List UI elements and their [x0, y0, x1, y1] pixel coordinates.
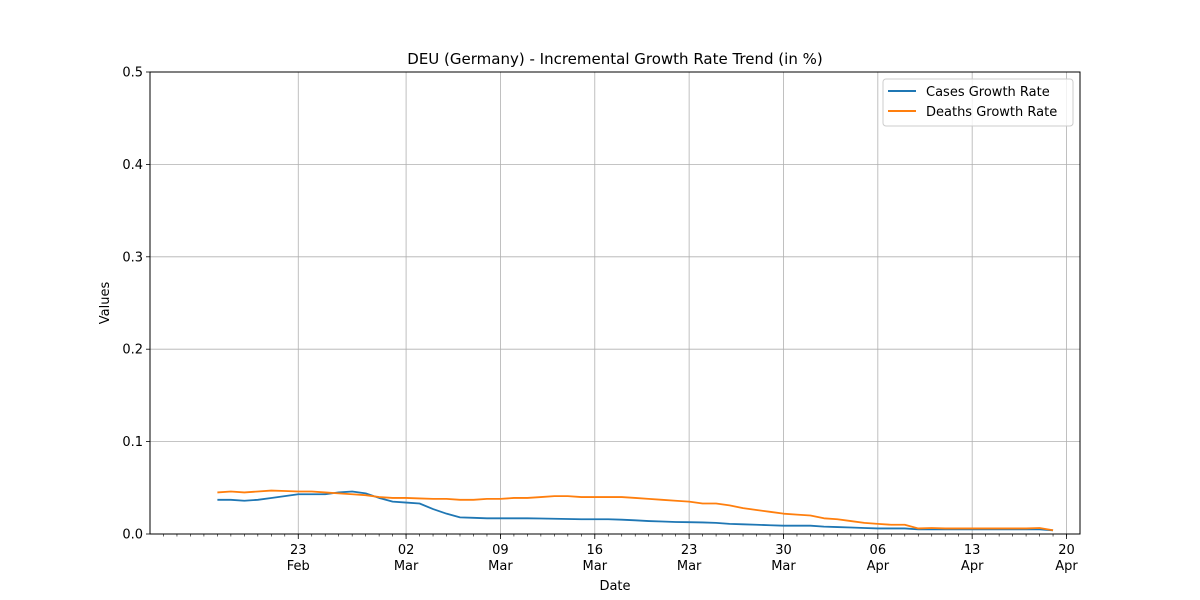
plot-lines — [217, 489, 1054, 532]
legend-box — [882, 78, 1074, 127]
x-tick-day-label: 13 — [964, 543, 981, 558]
x-tick-day-label: 23 — [681, 543, 698, 558]
x-tick-month-label: Feb — [287, 559, 310, 574]
x-tick-month-label: Apr — [961, 559, 984, 574]
x-tick-month-label: Mar — [677, 559, 702, 574]
x-tick-month-label: Mar — [488, 559, 513, 574]
x-tick-month-label: Mar — [583, 559, 608, 574]
x-tick-month-label: Mar — [394, 559, 419, 574]
y-tick-label: 0.2 — [122, 343, 143, 358]
x-tick-month-label: Apr — [1055, 559, 1078, 574]
x-axis-label: Date — [599, 579, 630, 594]
series-line-cases — [217, 490, 1054, 532]
x-tick-day-label: 23 — [290, 543, 307, 558]
x-tick-day-label: 20 — [1058, 543, 1075, 558]
y-axis-label: Values — [98, 282, 113, 325]
x-tick-month-label: Mar — [771, 559, 796, 574]
y-tick-label: 0.3 — [122, 250, 143, 265]
y-tick-label: 0.4 — [122, 158, 143, 173]
x-tick-day-label: 09 — [492, 543, 509, 558]
legend: Cases Growth Rate Deaths Growth Rate — [882, 78, 1074, 127]
series-line-deaths — [217, 489, 1054, 532]
x-tick-day-label: 30 — [775, 543, 792, 558]
plot-frame — [149, 71, 1081, 535]
grid — [150, 72, 1080, 534]
x-tick-day-label: 16 — [587, 543, 604, 558]
y-tick-label: 0.0 — [122, 528, 143, 543]
x-tick-day-label: 06 — [870, 543, 887, 558]
legend-label-cases: Cases Growth Rate — [926, 85, 1050, 100]
legend-label-deaths: Deaths Growth Rate — [926, 105, 1057, 120]
axis-ticks: 0.00.10.20.30.40.523Feb02Mar09Mar16Mar23… — [122, 66, 1078, 575]
y-tick-label: 0.5 — [122, 66, 143, 81]
x-tick-month-label: Apr — [867, 559, 890, 574]
x-tick-day-label: 02 — [398, 543, 415, 558]
chart-title: DEU (Germany) - Incremental Growth Rate … — [407, 50, 822, 68]
y-tick-label: 0.1 — [122, 435, 143, 450]
